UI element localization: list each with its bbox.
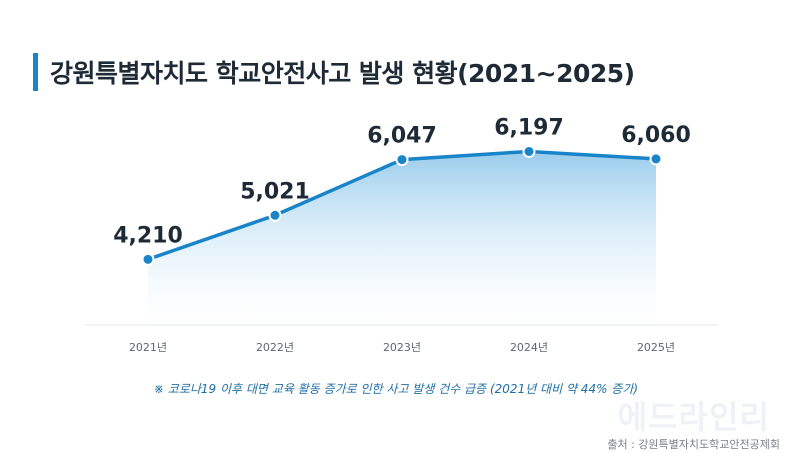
data-label: 6,060 [621,123,691,148]
watermark-logo: 에드라인리 [617,398,770,436]
title-accent-bar [33,53,38,91]
page-title: 강원특별자치도 학교안전사고 발생 현황(2021~2025) [50,59,635,88]
source-credit: 출처 : 강원특별자치도학교안전공제회 [607,438,780,451]
area-fill [148,151,656,325]
x-tick-label: 2024년 [510,341,548,354]
data-label: 4,210 [113,223,183,248]
chart-note: ※ 코로나19 이후 대면 교육 활동 증가로 인한 사고 발생 건수 급증 (… [153,382,639,396]
x-tick-label: 2023년 [383,341,421,354]
data-point [268,208,282,222]
x-tick-label: 2021년 [129,341,167,354]
data-label: 6,197 [494,115,564,140]
data-point [395,153,409,167]
data-label: 5,021 [240,179,310,204]
x-tick-label: 2022년 [256,341,294,354]
x-tick-label: 2025년 [637,341,675,354]
data-point [141,252,155,266]
data-point [649,152,663,166]
data-label: 6,047 [367,124,437,149]
data-point [522,144,536,158]
